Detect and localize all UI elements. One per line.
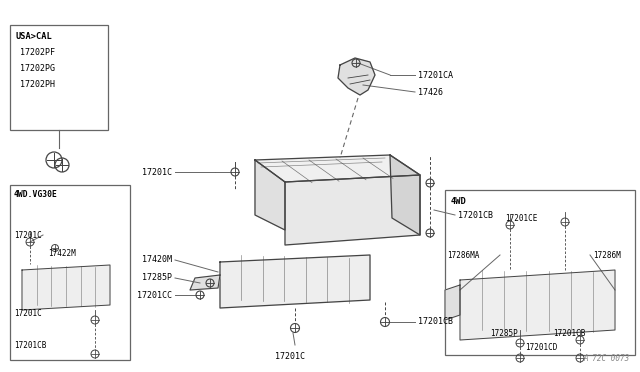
Text: 17201CD: 17201CD — [525, 343, 557, 352]
Text: 4WD.VG30E: 4WD.VG30E — [14, 190, 58, 199]
Polygon shape — [390, 155, 420, 235]
Text: 17201CB: 17201CB — [14, 340, 46, 350]
Text: 17201C: 17201C — [14, 231, 42, 240]
Bar — [10, 185, 130, 360]
Text: 17422M: 17422M — [48, 248, 76, 257]
Bar — [10, 25, 108, 130]
Text: 17286MA: 17286MA — [447, 250, 479, 260]
Text: 17201CE: 17201CE — [505, 214, 538, 222]
Text: 17426: 17426 — [418, 87, 443, 96]
Text: USA>CAL: USA>CAL — [16, 32, 52, 41]
Text: 4WD: 4WD — [451, 197, 467, 206]
Polygon shape — [190, 275, 220, 290]
Bar — [445, 190, 635, 355]
Polygon shape — [255, 160, 285, 230]
Text: 17201CA: 17201CA — [418, 71, 453, 80]
Polygon shape — [220, 255, 370, 308]
Polygon shape — [460, 270, 615, 340]
Polygon shape — [22, 265, 110, 310]
Text: 17202PH: 17202PH — [20, 80, 55, 89]
Polygon shape — [338, 58, 375, 95]
Text: 17285P: 17285P — [142, 273, 172, 282]
Polygon shape — [445, 285, 460, 320]
Text: 17285P: 17285P — [490, 328, 518, 337]
Text: 17201CB: 17201CB — [418, 317, 453, 327]
Text: A 72C 0073: A 72C 0073 — [584, 354, 630, 363]
Text: 17202PF: 17202PF — [20, 48, 55, 57]
Text: 17201C: 17201C — [275, 352, 305, 361]
Polygon shape — [285, 175, 420, 245]
Text: 17201CB: 17201CB — [458, 211, 493, 219]
Text: 17201CB: 17201CB — [553, 328, 586, 337]
Text: 17202PG: 17202PG — [20, 64, 55, 73]
Text: 17420M: 17420M — [142, 256, 172, 264]
Text: 17201C: 17201C — [142, 167, 172, 176]
Text: 17201CC: 17201CC — [137, 291, 172, 299]
Text: 17286M: 17286M — [593, 250, 621, 260]
Text: 17201C: 17201C — [14, 308, 42, 317]
Polygon shape — [255, 155, 420, 182]
